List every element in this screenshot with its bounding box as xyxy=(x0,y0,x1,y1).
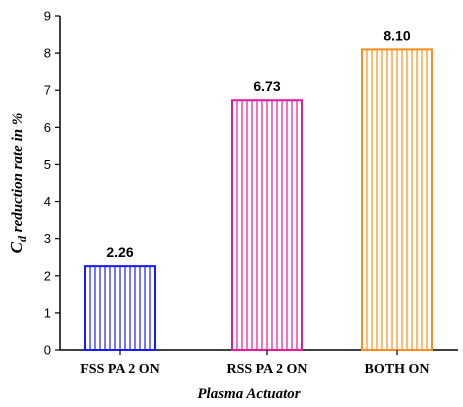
x-category-label: RSS PA 2 ON xyxy=(226,362,307,377)
x-axis-title: Plasma Actuator xyxy=(197,386,300,402)
y-tick-label: 0 xyxy=(44,343,51,358)
y-axis-title-main: C xyxy=(7,241,26,253)
y-tick-label: 7 xyxy=(44,83,51,98)
x-category-label: BOTH ON xyxy=(365,362,430,377)
y-tick-label: 2 xyxy=(44,268,51,283)
bar-value-label: 8.10 xyxy=(383,27,410,43)
bar xyxy=(231,99,303,352)
x-category-label: FSS PA 2 ON xyxy=(80,362,159,377)
x-ticks: FSS PA 2 ON RSS PA 2 ON BOTH ON xyxy=(80,350,429,377)
y-tick-label: 8 xyxy=(44,46,51,61)
y-tick-label: 4 xyxy=(44,194,51,209)
y-tick-label: 9 xyxy=(44,9,51,24)
y-tick-label: 5 xyxy=(44,157,51,172)
bar xyxy=(84,265,156,351)
y-axis-title: Cd reduction rate in % xyxy=(7,113,29,254)
bar-value-label: 2.26 xyxy=(106,244,133,260)
y-tick-label: 3 xyxy=(44,231,51,246)
y-ticks: 0 1 2 3 4 5 6 7 8 9 xyxy=(44,9,60,358)
bars: 2.26 6.73 8.10 xyxy=(84,27,433,352)
plot-area: 0 1 2 3 4 5 6 7 8 9 2.26 6.73 8.10 FSS PA 2 ON RSS P… xyxy=(44,9,458,377)
y-axis-title-subscript: d xyxy=(15,235,29,242)
bar xyxy=(361,48,433,352)
bar-value-label: 6.73 xyxy=(253,78,280,94)
y-axis-title-rest: reduction rate in % xyxy=(10,113,26,236)
y-tick-label: 6 xyxy=(44,120,51,135)
y-tick-label: 1 xyxy=(44,305,51,320)
